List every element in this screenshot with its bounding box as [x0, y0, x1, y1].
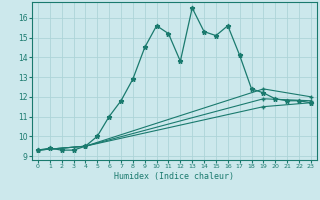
X-axis label: Humidex (Indice chaleur): Humidex (Indice chaleur) — [115, 172, 234, 181]
